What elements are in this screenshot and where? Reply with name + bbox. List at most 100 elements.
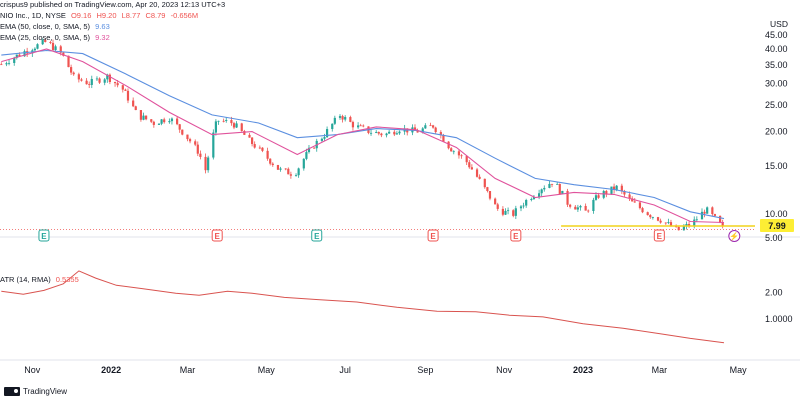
candle-body: [134, 106, 137, 111]
candle-body: [279, 168, 282, 170]
price-axis-tick: 30.00: [765, 78, 788, 88]
candle-body: [667, 222, 670, 223]
candle-body: [196, 144, 199, 154]
candle-body: [85, 80, 88, 85]
candle-body: [152, 121, 155, 125]
candle-body: [434, 127, 437, 133]
candle-body: [447, 141, 450, 149]
candle-body: [331, 123, 334, 130]
candle-body: [496, 204, 499, 209]
earnings-marker-icon: [38, 229, 50, 242]
candle-body: [664, 222, 667, 224]
candle-body: [77, 74, 80, 80]
ema25-line: [1, 48, 725, 224]
ema50-legend: EMA (50, close, 0, SMA, 5) 9.63: [0, 22, 113, 31]
candle-body: [98, 78, 101, 83]
candle-body: [313, 147, 316, 149]
candle-body: [486, 187, 489, 192]
candle-body: [49, 41, 52, 43]
tradingview-brand: TradingView: [23, 387, 68, 396]
published-by-label: crispus9 published on TradingView.com, A…: [0, 0, 226, 9]
candle-body: [284, 168, 287, 170]
dividend-flash-icon: [728, 230, 741, 242]
earnings-marker-label: E: [215, 232, 221, 241]
candle-body: [160, 119, 163, 124]
candle-body: [344, 117, 347, 120]
candle-body: [587, 210, 590, 212]
candle-body: [302, 158, 305, 169]
candle-body: [605, 191, 608, 194]
candle-body: [59, 46, 62, 53]
candle-body: [421, 128, 424, 133]
candle-body: [41, 39, 44, 45]
candle-body: [351, 121, 355, 128]
candle-body: [494, 198, 497, 205]
candle-body: [556, 184, 559, 185]
candle-body: [693, 219, 696, 226]
candle-body: [369, 132, 373, 134]
candle-body: [465, 156, 468, 163]
candle-body: [385, 133, 388, 136]
candle-body: [207, 157, 210, 171]
candle-body: [623, 190, 626, 195]
candle-body: [633, 201, 636, 203]
candle-body: [530, 199, 533, 200]
candle-body: [579, 205, 582, 208]
candle-body: [615, 185, 618, 190]
candle-body: [62, 52, 65, 56]
candle-body: [504, 210, 507, 215]
candle-body: [217, 120, 220, 122]
candle-body: [325, 129, 329, 138]
candle-body: [116, 83, 119, 86]
candle-body: [0, 64, 3, 66]
candle-body: [550, 183, 554, 185]
candle-body: [416, 130, 419, 133]
currency-label: USD: [770, 19, 788, 29]
candle-body: [398, 131, 401, 134]
time-axis-tick: Sep: [417, 365, 433, 375]
atr-axis-tick: 2.00: [765, 287, 783, 297]
time-axis-tick: May: [258, 365, 276, 375]
time-axis-tick: Mar: [180, 365, 196, 375]
candle-body: [178, 124, 181, 130]
ema50-value: 9.63: [95, 22, 110, 31]
candle-body: [628, 194, 631, 199]
ema50-line: [1, 49, 725, 220]
candle-body: [23, 51, 26, 57]
candle-body: [631, 198, 634, 202]
candle-body: [543, 187, 546, 190]
candle-body: [548, 183, 551, 188]
price-axis-tick: 10.00: [765, 209, 788, 219]
candle-body: [124, 89, 127, 91]
candle-body: [204, 156, 207, 171]
candle-body: [253, 144, 256, 148]
candle-body: [176, 118, 179, 125]
candle-body: [468, 162, 471, 168]
earnings-marker-label: E: [41, 232, 47, 241]
earnings-marker-icon: [653, 229, 665, 242]
candle-body: [457, 151, 461, 156]
candle-body: [320, 138, 324, 141]
candle-body: [519, 206, 523, 209]
candle-body: [294, 175, 298, 176]
symbol-ohlc-row: NIO Inc., 1D, NYSE O9.16 H9.20 L8.77 C8.…: [0, 11, 201, 20]
candle-body: [15, 54, 18, 58]
candle-body: [307, 147, 311, 153]
close-value: C8.79: [145, 11, 166, 20]
flash-marker-label: ⚡: [729, 231, 739, 241]
candle-body: [695, 219, 698, 221]
candle-body: [362, 125, 365, 127]
high-value: H9.20: [96, 11, 117, 20]
candle-body: [230, 120, 233, 124]
candle-body: [431, 125, 435, 128]
candle-body: [522, 205, 525, 207]
atr-line: [1, 270, 725, 344]
open-value: O9.16: [70, 11, 92, 20]
candle-body: [413, 127, 417, 131]
candle-body: [139, 110, 143, 120]
candle-body: [103, 79, 106, 83]
candle-body: [70, 67, 73, 73]
earnings-marker-label: E: [513, 232, 519, 241]
candle-body: [323, 137, 326, 139]
candle-body: [452, 151, 455, 153]
